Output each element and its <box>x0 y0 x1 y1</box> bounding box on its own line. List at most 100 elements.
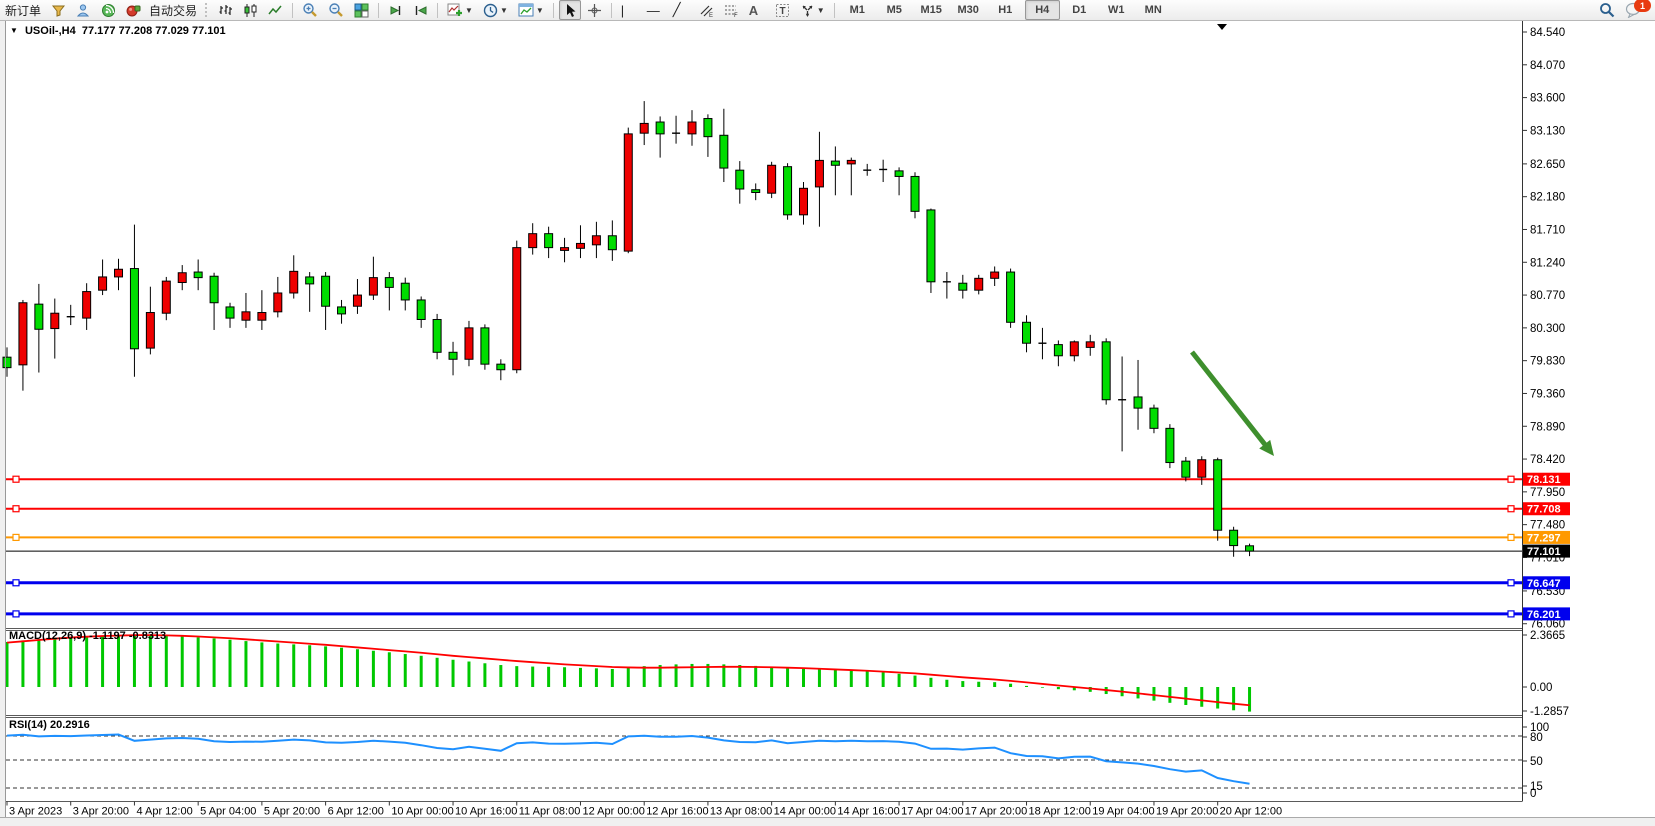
new-order-button[interactable]: 新订单 <box>5 3 42 18</box>
bull-candle <box>990 271 1000 279</box>
bear-candle <box>1149 407 1159 429</box>
line-chart-type-icon[interactable] <box>264 0 287 20</box>
price-line-tag-label: 77.708 <box>1527 504 1561 516</box>
horizontal-line-tool[interactable]: — <box>646 2 660 18</box>
auto-trading-icon[interactable] <box>122 0 143 20</box>
zoom-in-icon[interactable] <box>298 0 322 20</box>
add-indicator-button[interactable]: ▼ <box>443 0 477 20</box>
bull-candle <box>591 235 601 246</box>
chart-shift-icon[interactable] <box>409 0 432 20</box>
chevron-down-icon: ▼ <box>499 5 508 15</box>
date-axis-label: 14 Apr 16:00 <box>837 806 899 818</box>
templates-button[interactable]: ▼ <box>514 0 548 20</box>
bear-candle <box>225 306 235 319</box>
rsi-axis-label: 50 <box>1530 756 1543 768</box>
text-tool[interactable]: A <box>748 2 759 18</box>
auto-trading-button[interactable]: 自动交易 <box>149 3 198 18</box>
bull-candle <box>98 276 108 291</box>
trader-community-icon[interactable] <box>72 0 95 20</box>
trend-arrow-head <box>1259 439 1274 456</box>
fibonacci-tool[interactable]: F <box>720 0 743 20</box>
vertical-line-tool[interactable]: | <box>620 2 625 18</box>
macd-indicator-label: MACD(12,26,9) -1.1197 -0.8313 <box>9 630 167 642</box>
date-axis-label: 19 Apr 20:00 <box>1156 806 1218 818</box>
bull-candle <box>352 294 362 307</box>
chart-title: ▼ USOil-,H4 77.177 77.208 77.029 77.101 <box>10 25 226 37</box>
bull-candle <box>177 272 187 284</box>
date-axis-label: 11 Apr 08:00 <box>519 806 581 818</box>
crosshair-tool-button[interactable] <box>583 0 606 20</box>
date-axis-label: 18 Apr 12:00 <box>1029 806 1091 818</box>
market-depth-icon[interactable] <box>47 0 70 20</box>
price-axis-label: 82.180 <box>1530 192 1565 204</box>
cursor-tool-button[interactable] <box>558 0 581 20</box>
rsi-axis-label: 0 <box>1530 788 1536 800</box>
bull-candle <box>273 292 283 313</box>
bear-candle <box>783 166 793 216</box>
notifications-chat-icon[interactable]: 1 <box>1621 0 1651 20</box>
chart-canvas[interactable]: 84.540 84.070 83.600 83.130 82.650 82.180 81.7… <box>0 21 1655 826</box>
signal-service-icon[interactable] <box>97 0 120 20</box>
timeframe-button-M15[interactable]: M15 <box>920 4 942 16</box>
chevron-down-icon: ▼ <box>535 5 544 15</box>
timeframe-button-M30[interactable]: M30 <box>957 4 979 16</box>
arrows-tool[interactable]: ▼ <box>796 0 829 20</box>
price-axis-label: 84.540 <box>1530 27 1565 39</box>
chart-close-value: 77.101 <box>192 25 226 37</box>
text-label-tool[interactable]: T <box>771 0 794 20</box>
price-line-tag-label: 76.647 <box>1527 578 1561 590</box>
toolbar-grip[interactable] <box>205 3 210 17</box>
date-axis-label: 20 Apr 12:00 <box>1220 806 1282 818</box>
date-axis-label: 13 Apr 08:00 <box>710 806 772 818</box>
price-axis-label: 80.300 <box>1530 323 1565 335</box>
timeframe-button-H1[interactable]: H1 <box>998 4 1013 16</box>
bear-candle <box>480 327 490 365</box>
bar-chart-type-icon[interactable] <box>214 0 237 20</box>
date-axis-label: 17 Apr 04:00 <box>901 806 963 818</box>
timeframe-group: M1 M5 M15 M30 H1 H4 D1 W1 MN <box>839 0 1172 20</box>
search-icon[interactable] <box>1595 0 1619 20</box>
notification-badge: 1 <box>1634 0 1651 12</box>
bear-candle <box>209 275 219 304</box>
timeframe-button-M5[interactable]: M5 <box>886 4 902 16</box>
timeframe-button-D1[interactable]: D1 <box>1072 4 1087 16</box>
bear-candle <box>544 233 554 249</box>
bull-candle <box>1069 341 1079 357</box>
line-handle <box>1507 533 1515 542</box>
rsi-line <box>6 733 1250 785</box>
price-axis-label: 79.830 <box>1530 356 1565 368</box>
macd-axis-label: 0.00 <box>1530 682 1552 694</box>
price-line-tag <box>1523 544 1570 558</box>
periods-button[interactable]: ▼ <box>479 0 512 20</box>
date-axis-label: 17 Apr 20:00 <box>965 806 1027 818</box>
timeframe-button-M1[interactable]: M1 <box>849 4 865 16</box>
collapse-triangle-icon[interactable]: ▼ <box>10 26 18 35</box>
bull-candle <box>846 159 856 165</box>
tile-windows-icon[interactable] <box>350 0 373 20</box>
bull-candle <box>528 233 538 249</box>
bear-candle <box>910 175 920 212</box>
bear-candle <box>719 134 729 169</box>
timeframe-button-W1[interactable]: W1 <box>1107 4 1125 16</box>
bull-candle <box>82 291 92 319</box>
trendline-tool[interactable]: ╱ <box>672 2 681 17</box>
price-line-tag-label: 76.201 <box>1527 609 1561 621</box>
bear-candle <box>751 189 761 193</box>
date-axis-label: 12 Apr 00:00 <box>582 806 644 818</box>
zoom-out-icon[interactable] <box>324 0 348 20</box>
price-axis-label: 81.710 <box>1530 224 1565 236</box>
bear-candle <box>1022 321 1032 344</box>
price-line-tag <box>1523 502 1570 516</box>
timeframe-button-H4[interactable]: H4 <box>1024 0 1060 20</box>
candlestick-chart-type-icon[interactable] <box>239 0 262 20</box>
price-line-tag <box>1523 607 1570 621</box>
macd-signal-value: -0.8313 <box>128 630 167 642</box>
timeframe-button-MN[interactable]: MN <box>1144 4 1162 16</box>
bull-candle <box>50 312 60 330</box>
equidistant-channel-tool[interactable]: E <box>695 0 718 20</box>
bear-candle <box>305 276 315 285</box>
bear-candle <box>1165 427 1175 464</box>
bull-candle <box>560 247 570 251</box>
bear-candle <box>1006 271 1016 323</box>
auto-scroll-icon[interactable] <box>384 0 407 20</box>
